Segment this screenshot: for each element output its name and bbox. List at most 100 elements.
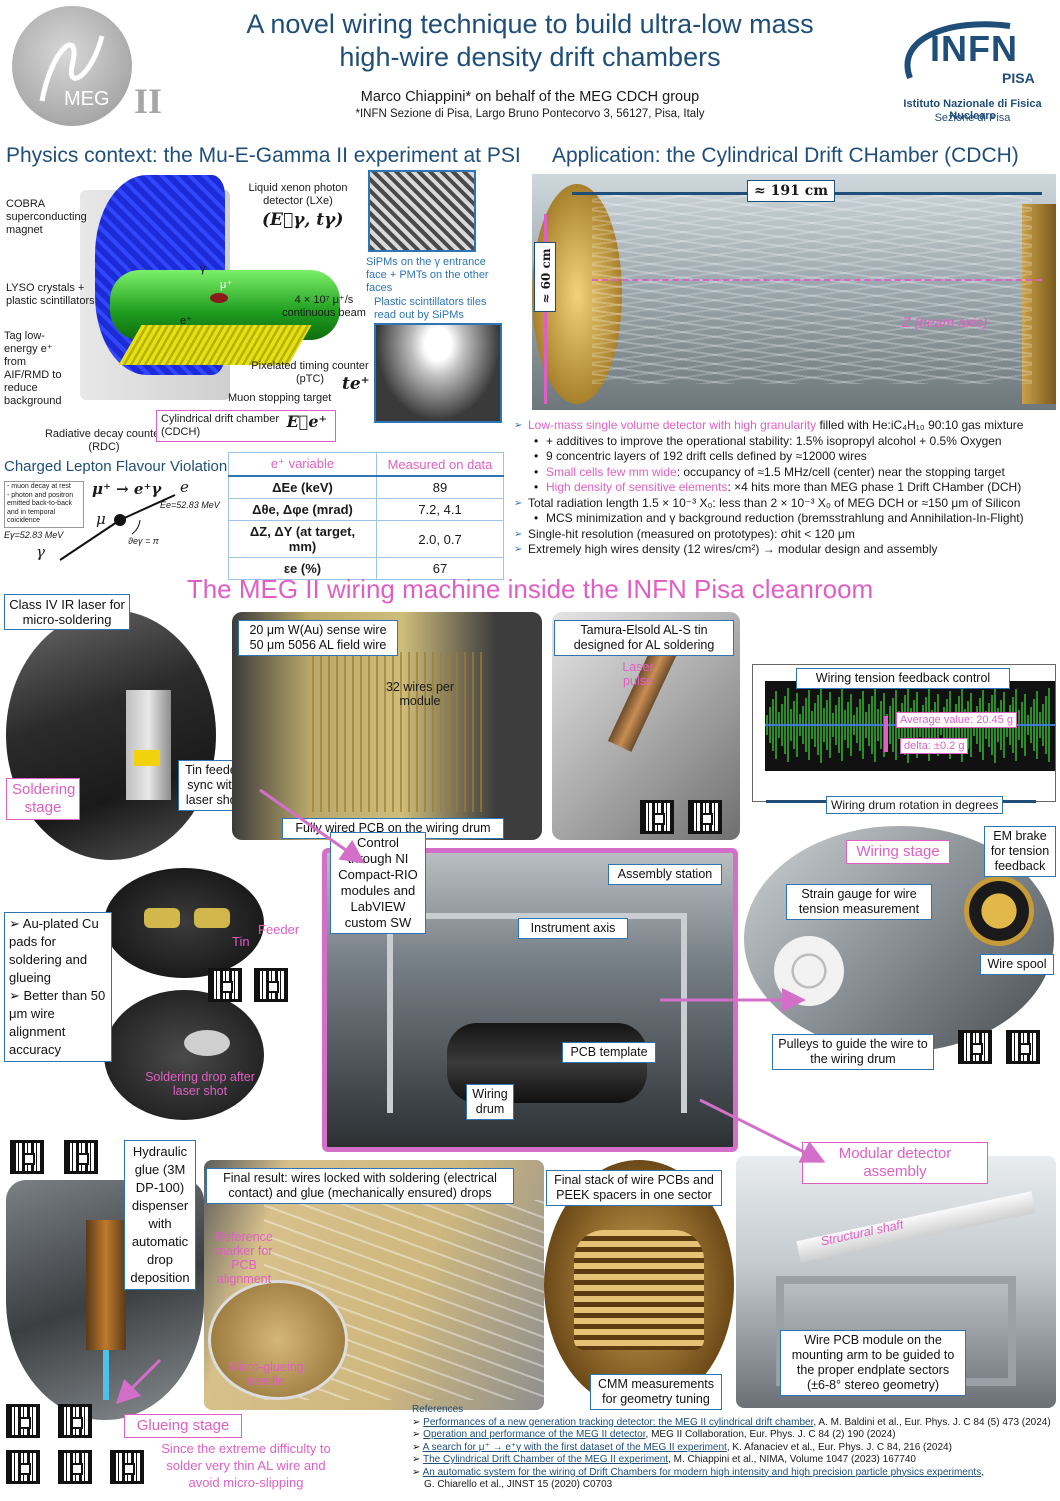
tin-label: Tamura-Elsold AL-S tin designed for AL s…	[554, 620, 734, 656]
lxe-photo	[368, 170, 476, 252]
micro-glue-label: Micro-glueing needle	[228, 1360, 304, 1388]
lxe-label: Liquid xenon photon detector (LXe)	[248, 182, 348, 207]
reference-link[interactable]: Performances of a new generation trackin…	[423, 1416, 814, 1428]
qr-code-icon[interactable]	[10, 1140, 44, 1174]
machine-frame	[387, 913, 687, 1113]
cobra-label: COBRA superconducting magnet	[6, 198, 87, 236]
clfv-heading: Charged Lepton Flavour Violation	[4, 458, 228, 475]
reference-link[interactable]: The Cylindrical Drift Chamber of the MEG…	[422, 1454, 669, 1465]
qr-code-icon[interactable]	[688, 800, 722, 834]
eplus-label: e⁺	[180, 315, 192, 327]
glue-needle	[103, 1350, 109, 1400]
clfv-note-5: coicidence	[7, 517, 41, 524]
laser-pulse-label: Laser pulse	[622, 660, 654, 688]
infn-logo-text: INFN	[930, 28, 1018, 69]
qr-code-icon[interactable]	[254, 968, 288, 1002]
application-heading: Application: the Cylindrical Drift CHamb…	[552, 144, 1019, 167]
cdch-formula: E⃗e⁺	[286, 412, 327, 431]
qr-code-icon[interactable]	[110, 1450, 144, 1484]
ptc-formula: te⁺	[342, 374, 370, 394]
sipm-label: SiPMs on the γ entrance face + PMTs on t…	[366, 256, 489, 294]
qr-code-icon[interactable]	[6, 1404, 40, 1438]
pads-bullet-1: ➢ Au-plated Cu pads for soldering and gl…	[9, 916, 99, 985]
cdch-label-box: Cylindrical drift chamber (CDCH) E⃗e⁺	[156, 410, 336, 442]
clfv-theta: ϑeγ = π	[128, 536, 159, 546]
cdch-axis-line	[592, 279, 1042, 281]
infn-section: Sezione di Pisa	[934, 112, 1011, 124]
bullet-item: Small cells few mm wide: occupancy of ≈1…	[514, 465, 1058, 481]
pcb-stack	[574, 1230, 704, 1350]
assembly-station-label: Assembly station	[608, 864, 722, 885]
beam-label: 4 × 10⁷ μ⁺/s continuous beam	[282, 294, 366, 319]
affiliation: *INFN Sezione di Pisa, Largo Bruno Ponte…	[355, 108, 705, 120]
reference-item: ➢ Operation and performance of the MEG I…	[412, 1429, 896, 1440]
application-bullets: Low-mass single volume detector with hig…	[514, 418, 1058, 558]
reference-link[interactable]: An automatic system for the wiring of Dr…	[422, 1466, 982, 1478]
lyso-label: LYSO crystals + plastic scintillators	[6, 282, 95, 307]
clfv-note-1: - muon decay at rest	[7, 483, 71, 490]
modular-label: Modular detector assembly	[802, 1142, 988, 1184]
qr-code-icon[interactable]	[958, 1030, 992, 1064]
infn-logo-pisa: PISA	[1002, 70, 1035, 86]
glue-note: Since the extreme difficulty to solder v…	[161, 1441, 331, 1490]
tag-label: Tag low-energy e⁺ from AIF/RMD to reduce…	[4, 330, 62, 407]
laser-warning	[134, 750, 160, 766]
cdch-diameter-label-box: ≈ 60 cm	[534, 242, 556, 312]
pads-bullets: ➢ Au-plated Cu pads for soldering and gl…	[4, 912, 112, 1062]
pulleys-label: Pulleys to guide the wire to the wiring …	[772, 1034, 934, 1070]
clfv-decay-diagram	[59, 494, 176, 561]
clfv-e-e: Ee=52.83 MeV	[160, 500, 220, 510]
tension-average: Average value: 20.45 g	[896, 712, 1017, 728]
pulley-wheel	[774, 936, 844, 1006]
timing-counter	[118, 325, 312, 365]
mounting-label: Wire PCB module on the mounting arm to b…	[780, 1330, 966, 1396]
em-brake-label: EM brake for tension feedback	[984, 826, 1056, 877]
meg-logo-mark-icon	[39, 35, 105, 102]
soldering-stage-label: Soldering stage	[6, 778, 80, 820]
table-cell: ΔEe (keV)	[228, 475, 377, 499]
table-cell: 2.0, 0.7	[376, 520, 504, 558]
pads-photo-drop	[104, 990, 264, 1120]
table-cell: 89	[376, 475, 504, 499]
resolution-table: e⁺ variable Measured on data ΔEe (keV) 89…	[228, 452, 504, 580]
qr-code-icon[interactable]	[640, 800, 674, 834]
cdch-wires	[592, 194, 1032, 384]
qr-code-icon[interactable]	[64, 1140, 98, 1174]
gold-pad	[194, 908, 230, 928]
table-header-measured: Measured on data	[376, 452, 504, 477]
infn-name: Istituto Nazionale di Fisica Nucleare	[903, 98, 1042, 122]
wiring-drum-label: Wiring drum	[466, 1084, 514, 1120]
cdch-photo: ≈ 191 cm ≈ 60 cm Z (beam axis)	[532, 174, 1056, 410]
clfv-e-gamma: Eγ=52.83 MeV	[4, 530, 64, 540]
clfv-notes: - muon decay at rest - photon and positr…	[4, 481, 84, 528]
machine-photo	[322, 848, 738, 1152]
table-header-variable: e⁺ variable	[228, 452, 377, 477]
tension-delta-arrow	[884, 716, 888, 752]
meg-logo: MEG	[12, 6, 132, 126]
qr-code-icon[interactable]	[1006, 1030, 1040, 1064]
clfv-e: e	[180, 478, 189, 496]
qr-code-icon[interactable]	[208, 968, 242, 1002]
references-heading: References	[412, 1404, 464, 1415]
table-cell: Δθe, Δφe (mrad)	[228, 498, 377, 521]
qr-code-icon[interactable]	[58, 1404, 92, 1438]
reference-item: ➢ The Cylindrical Drift Chamber of the M…	[412, 1454, 916, 1465]
bullet-item: Extremely high wires density (12 wires/c…	[514, 542, 1058, 558]
clfv-gamma: γ	[36, 543, 45, 561]
qr-code-icon[interactable]	[58, 1450, 92, 1484]
qr-code-icon[interactable]	[6, 1450, 40, 1484]
reference-link[interactable]: Operation and performance of the MEG II …	[423, 1429, 646, 1440]
muplus-label: μ⁺	[220, 279, 233, 291]
pads-photo-feeder	[104, 868, 264, 978]
reference-item: ➢ An automatic system for the wiring of …	[412, 1466, 984, 1478]
reference-link[interactable]: A search for μ⁺ → e⁺γ with the first dat…	[422, 1441, 727, 1453]
cdch-diameter-label: ≈ 60 cm	[539, 248, 553, 304]
bullet-item: Single-hit resolution (measured on proto…	[514, 527, 1058, 543]
wiring-heading: The MEG II wiring machine inside the INF…	[186, 574, 874, 604]
references: References ➢ Performances of a new gener…	[412, 1404, 1052, 1492]
author: Marco Chiappini* on behalf of the MEG CD…	[360, 89, 700, 105]
bullet-item: 9 concentric layers of 192 drift cells d…	[514, 449, 1058, 465]
glue-label: Hydraulic glue (3M DP-100) dispenser wit…	[124, 1140, 196, 1290]
bullet-item: MCS minimization and γ background reduct…	[514, 511, 1058, 527]
laser-head	[126, 690, 171, 800]
